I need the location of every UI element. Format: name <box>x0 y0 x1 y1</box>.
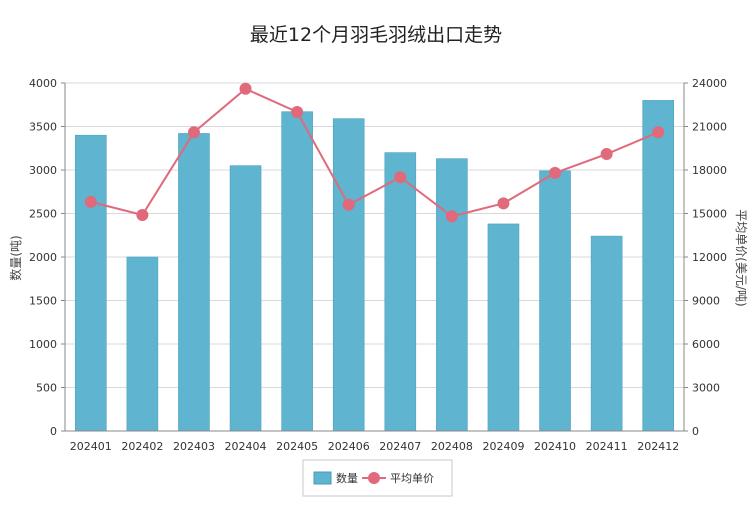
line-series <box>84 82 665 223</box>
price-point-202403 <box>187 126 200 139</box>
y-tick-label: 2500 <box>29 208 57 221</box>
price-point-202409 <box>497 197 510 210</box>
bar-202412 <box>642 100 675 432</box>
y-axis-ticks: 0 500 1000 1500 2000 2500 3000 3500 4000 <box>29 77 57 438</box>
x-tick-label: 202408 <box>431 440 473 453</box>
x-tick-label: 202409 <box>482 440 524 453</box>
grid-lines <box>65 82 684 388</box>
price-point-202412 <box>652 126 665 139</box>
y-tick-label: 1000 <box>29 338 57 351</box>
x-tick-label: 202405 <box>276 440 318 453</box>
x-tick-label: 202406 <box>328 440 370 453</box>
y2-tick-label: 9000 <box>692 295 720 308</box>
y-tick-label: 3000 <box>29 164 57 177</box>
x-tick-label: 202404 <box>225 440 267 453</box>
legend-swatch-bar <box>313 471 332 485</box>
price-point-202407 <box>394 171 407 184</box>
x-axis-ticks: 202401 202402 202403 202404 202405 202406 2024… <box>70 440 679 453</box>
y-tick-label: 4000 <box>29 77 57 90</box>
bar-202407 <box>384 152 417 432</box>
y2-tick-label: 12000 <box>692 251 727 264</box>
y2-tick-label: 15000 <box>692 208 727 221</box>
x-tick-label: 202410 <box>534 440 576 453</box>
x-tick-label: 202402 <box>121 440 163 453</box>
price-point-202404 <box>239 82 252 95</box>
chart-title: 最近12个月羽毛羽绒出口走势 <box>250 24 502 46</box>
bar-202405 <box>281 111 313 432</box>
bar-202401 <box>74 134 107 432</box>
bar-series <box>74 100 675 432</box>
price-point-202411 <box>600 148 613 161</box>
bar-202409 <box>487 223 520 432</box>
axes <box>61 82 688 432</box>
price-point-202408 <box>445 210 458 223</box>
y-axis-title: 数量(吨) <box>8 235 23 280</box>
price-point-202405 <box>291 106 304 118</box>
bar-202408 <box>436 158 468 432</box>
y-tick-label: 3500 <box>29 121 57 134</box>
bar-202404 <box>229 165 262 432</box>
bar-202403 <box>178 133 210 432</box>
bar-202410 <box>539 170 571 432</box>
y2-tick-label: 18000 <box>692 164 727 177</box>
legend-label-line: 平均单价 <box>390 472 434 485</box>
x-tick-label: 202411 <box>586 440 628 453</box>
x-tick-label: 202407 <box>379 440 421 453</box>
x-tick-label: 202401 <box>70 440 112 453</box>
price-point-202410 <box>549 166 562 179</box>
y-tick-label: 1500 <box>29 295 57 308</box>
bar-202411 <box>590 235 623 432</box>
price-point-202406 <box>342 198 355 211</box>
y2-tick-label: 3000 <box>692 382 720 395</box>
y-tick-label: 0 <box>50 425 57 438</box>
bar-202406 <box>332 118 365 432</box>
legend-swatch-marker <box>368 472 380 484</box>
legend-label-bar: 数量 <box>336 472 358 485</box>
price-point-202401 <box>84 195 97 208</box>
price-point-202402 <box>136 208 149 221</box>
y-tick-label: 500 <box>36 382 57 395</box>
y2-tick-label: 24000 <box>692 77 727 90</box>
legend: 数量 平均单价 <box>302 459 453 497</box>
y2-axis-title: 平均单价(美元/吨) <box>734 209 748 306</box>
y2-tick-label: 21000 <box>692 121 727 134</box>
bar-202402 <box>126 256 159 432</box>
y2-axis-ticks: 0 3000 6000 9000 12000 15000 18000 21000 24000 <box>692 77 727 438</box>
y2-tick-label: 6000 <box>692 338 720 351</box>
price-line <box>90 87 659 218</box>
y-tick-label: 2000 <box>29 251 57 264</box>
x-tick-label: 202412 <box>637 440 679 453</box>
y2-tick-label: 0 <box>692 425 699 438</box>
x-tick-label: 202403 <box>173 440 215 453</box>
